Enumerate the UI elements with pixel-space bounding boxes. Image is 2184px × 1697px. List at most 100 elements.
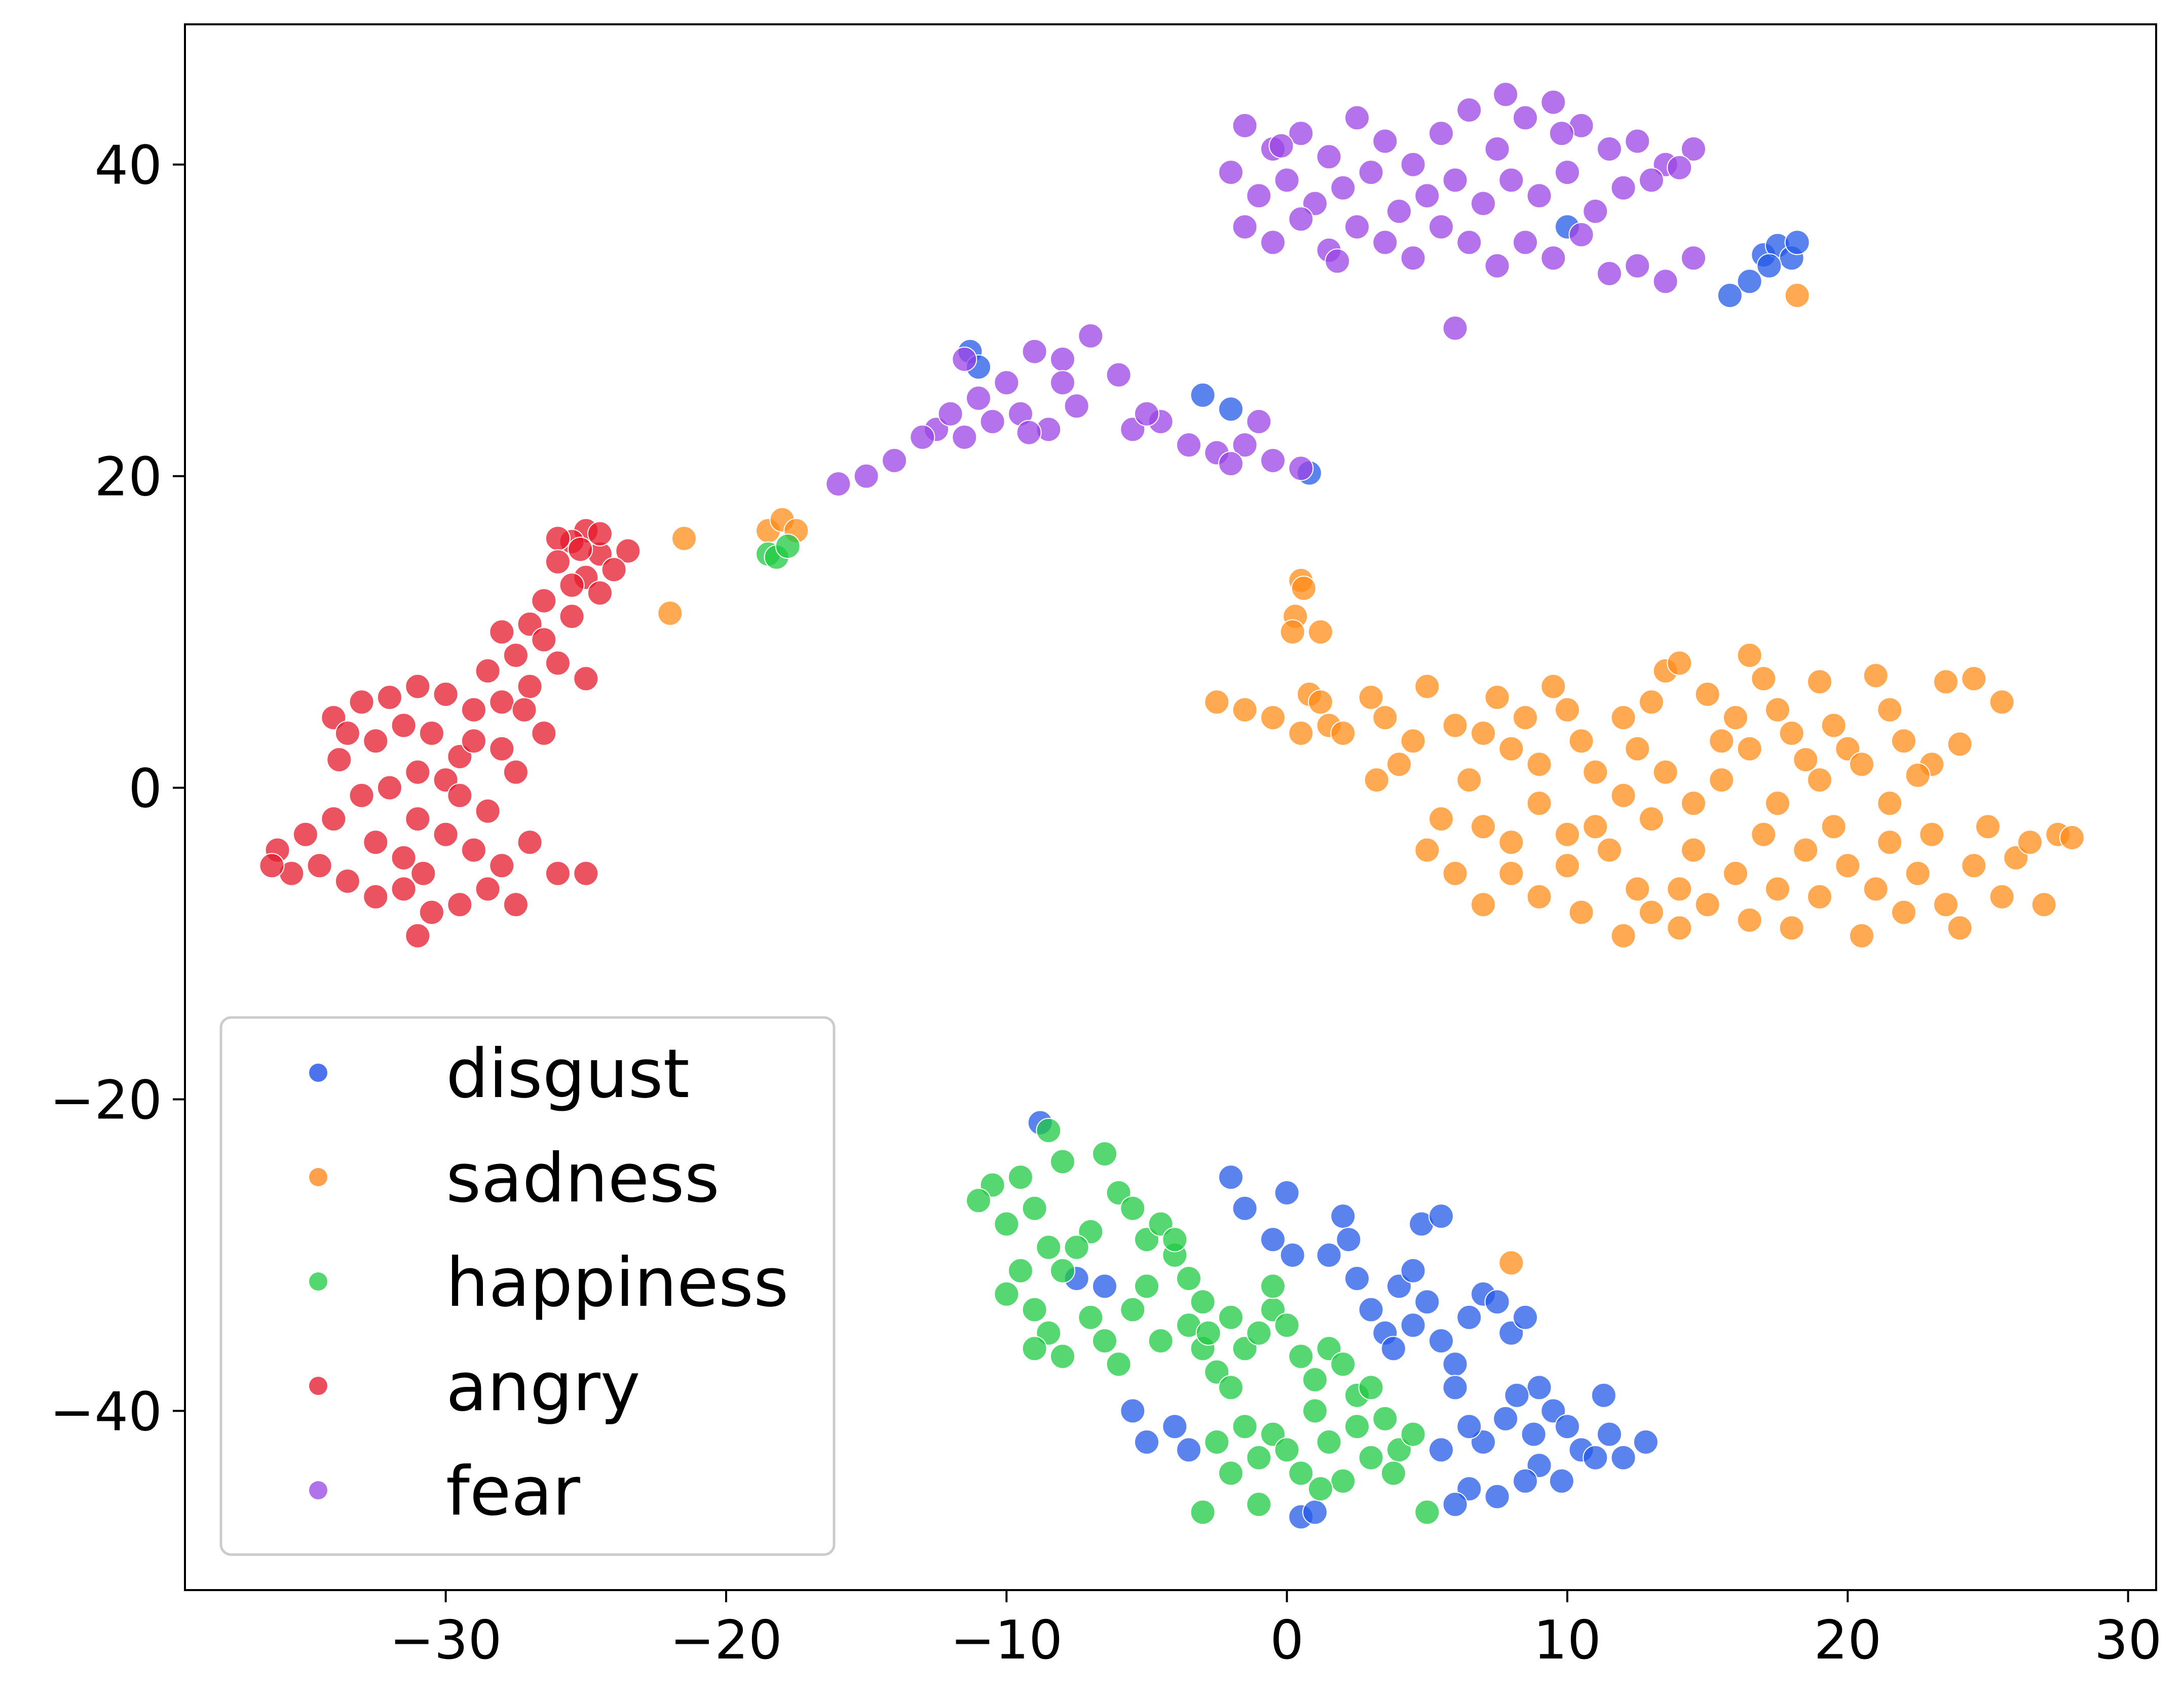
data-point-sadness — [1372, 705, 1398, 731]
data-point-sadness — [1288, 721, 1314, 746]
data-point-fear — [1639, 167, 1664, 193]
data-point-angry — [326, 747, 352, 773]
data-point-disgust — [1504, 1382, 1530, 1408]
data-point-disgust — [1344, 1266, 1370, 1292]
data-point-fear — [1471, 191, 1496, 216]
data-point-happiness — [1414, 1499, 1440, 1525]
data-point-angry — [511, 697, 537, 723]
data-point-angry — [545, 525, 571, 551]
data-point-sadness — [1639, 806, 1664, 832]
data-point-sadness — [1989, 884, 2015, 910]
data-point-happiness — [1022, 1195, 1047, 1221]
data-point-disgust — [1717, 283, 1743, 308]
data-point-disgust — [1400, 1312, 1426, 1338]
data-point-happiness — [1246, 1445, 1272, 1470]
data-point-angry — [517, 673, 543, 699]
data-point-happiness — [1036, 1118, 1062, 1143]
data-point-angry — [461, 728, 486, 754]
legend-item-happiness: happiness — [309, 1244, 788, 1322]
data-point-angry — [447, 782, 473, 808]
data-point-angry — [587, 580, 613, 606]
data-point-happiness — [1092, 1141, 1117, 1167]
data-point-happiness — [1204, 1429, 1230, 1455]
data-point-happiness — [1288, 1343, 1314, 1369]
legend-label-disgust: disgust — [446, 1035, 690, 1113]
data-point-sadness — [1526, 751, 1552, 777]
data-point-sadness — [1807, 884, 1832, 910]
data-point-sadness — [1364, 767, 1389, 793]
data-point-sadness — [1989, 689, 2015, 715]
x-tick-label: −20 — [670, 1609, 782, 1671]
data-point-angry — [433, 821, 459, 847]
data-point-sadness — [671, 525, 697, 551]
data-point-fear — [1610, 175, 1636, 201]
legend-item-sadness: sadness — [309, 1140, 720, 1218]
data-point-happiness — [1036, 1234, 1062, 1260]
data-point-fear — [1288, 206, 1314, 232]
data-point-sadness — [1204, 689, 1230, 715]
data-point-disgust — [1336, 1227, 1362, 1253]
data-point-happiness — [1008, 1258, 1033, 1284]
data-point-angry — [531, 721, 557, 746]
data-point-sadness — [1526, 790, 1552, 816]
data-point-disgust — [1513, 1304, 1538, 1330]
x-tick-label: −30 — [390, 1609, 502, 1671]
data-point-fear — [1513, 230, 1538, 255]
data-point-fear — [1667, 155, 1692, 180]
data-point-fear — [1106, 362, 1132, 388]
data-point-sadness — [1807, 767, 1832, 793]
data-point-angry — [573, 860, 599, 886]
data-point-angry — [334, 869, 360, 894]
data-point-fear — [1400, 245, 1426, 271]
data-point-happiness — [1195, 1320, 1221, 1346]
data-point-sadness — [1308, 619, 1333, 645]
data-point-sadness — [1849, 923, 1874, 949]
data-point-happiness — [1218, 1460, 1244, 1486]
data-point-sadness — [1891, 899, 1916, 925]
data-point-fear — [1513, 105, 1538, 131]
data-point-angry — [376, 775, 402, 801]
data-point-disgust — [1279, 1242, 1305, 1268]
data-point-happiness — [1120, 1195, 1146, 1221]
data-point-disgust — [1316, 1242, 1342, 1268]
data-point-fear — [1246, 183, 1272, 209]
series-sadness — [657, 283, 2085, 1276]
data-point-happiness — [1400, 1421, 1426, 1447]
data-point-sadness — [1597, 837, 1622, 863]
data-point-fear — [1493, 82, 1519, 107]
data-point-disgust — [1092, 1273, 1117, 1299]
data-point-fear — [1232, 214, 1258, 240]
data-point-disgust — [1260, 1227, 1286, 1253]
data-point-angry — [433, 682, 459, 707]
data-point-fear — [1246, 409, 1272, 434]
data-point-happiness — [1078, 1304, 1104, 1330]
data-point-fear — [1555, 160, 1580, 185]
data-point-disgust — [1358, 1297, 1384, 1323]
data-point-fear — [1540, 245, 1566, 271]
y-axis: −40 −20 0 20 40 — [50, 135, 185, 1443]
data-point-fear — [1176, 432, 1201, 458]
data-point-angry — [489, 736, 515, 762]
data-point-fear — [1344, 214, 1370, 240]
data-point-angry — [405, 673, 431, 699]
data-point-disgust — [1555, 1414, 1580, 1440]
data-point-fear — [1064, 393, 1089, 419]
legend-label-angry: angry — [446, 1348, 641, 1426]
data-point-fear — [1526, 183, 1552, 209]
data-point-sadness — [1358, 685, 1384, 710]
data-point-sadness — [1807, 669, 1832, 695]
data-point-disgust — [1484, 1484, 1510, 1510]
data-point-sadness — [1961, 666, 1987, 692]
data-point-fear — [1681, 136, 1706, 162]
data-point-sadness — [657, 600, 683, 626]
y-tick-label: 0 — [128, 758, 162, 820]
data-point-fear — [1372, 128, 1398, 154]
data-point-sadness — [1821, 814, 1847, 840]
data-point-sadness — [1232, 697, 1258, 723]
data-point-disgust — [1442, 1351, 1468, 1377]
data-point-sadness — [1442, 860, 1468, 886]
data-point-fear — [1442, 315, 1468, 341]
legend-marker-sadness — [309, 1168, 327, 1186]
data-point-fear — [1078, 323, 1104, 349]
data-point-fear — [1325, 248, 1350, 274]
